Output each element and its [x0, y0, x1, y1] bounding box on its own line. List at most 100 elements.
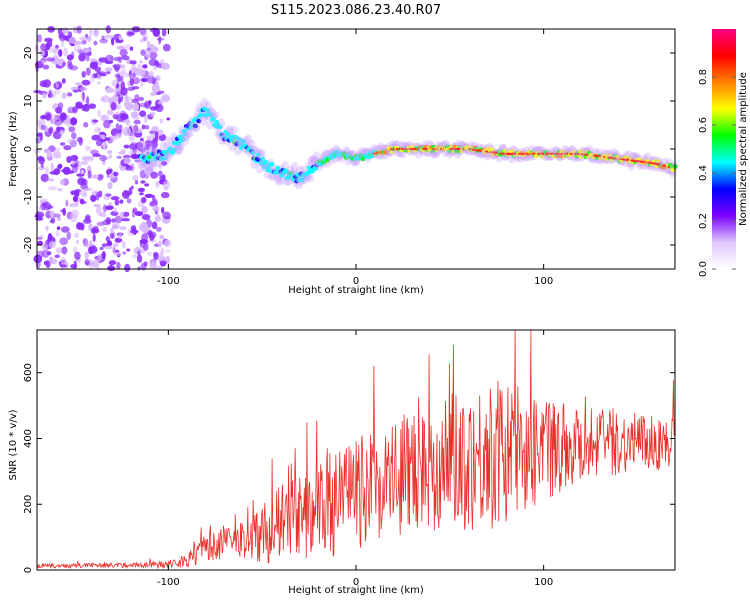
noise-blob: [87, 170, 92, 179]
noise-blob: [121, 240, 126, 249]
noise-blob: [74, 82, 82, 86]
noise-blob: [100, 211, 107, 218]
noise-blob: [111, 37, 115, 46]
noise-blob: [134, 159, 143, 163]
ridge-halo: [154, 159, 163, 167]
noise-blob: [95, 139, 103, 147]
noise-blob: [39, 199, 45, 204]
noise-blob: [91, 134, 100, 141]
noise-blob: [106, 168, 112, 175]
spectrogram-ytick-label: 10: [23, 95, 34, 108]
noise-blob: [118, 35, 123, 41]
noise-blob: [76, 222, 82, 229]
noise-blob: [67, 138, 74, 144]
noise-blob: [92, 259, 100, 268]
noise-blob: [110, 233, 115, 239]
noise-blob: [140, 196, 147, 204]
noise-blob: [124, 100, 131, 109]
noise-blob: [44, 37, 53, 43]
noise-blob: [54, 88, 61, 95]
noise-blob: [40, 163, 44, 169]
noise-blob: [45, 205, 54, 210]
ridge-halo: [183, 127, 192, 139]
noise-blob: [69, 36, 76, 44]
noise-blob: [122, 126, 132, 136]
noise-blob: [92, 119, 99, 123]
noise-blob: [114, 199, 120, 206]
noise-blob: [41, 60, 46, 64]
ridge-core: [180, 137, 186, 142]
noise-blob: [54, 254, 60, 259]
noise-blob: [35, 137, 42, 144]
ridge-halo: [281, 161, 290, 170]
spectrogram-xlabel: Height of straight line (km): [288, 285, 424, 296]
noise-blob: [66, 231, 72, 240]
noise-blob: [59, 264, 68, 268]
noise-blob: [159, 118, 164, 124]
noise-blob: [154, 130, 159, 140]
noise-blob: [122, 251, 127, 255]
noise-blob: [149, 130, 156, 134]
noise-blob: [113, 88, 118, 96]
noise-blob: [67, 31, 73, 38]
noise-blob: [147, 239, 157, 243]
noise-blob: [37, 240, 43, 246]
ridge-halo: [136, 146, 145, 155]
noise-blob: [115, 215, 123, 224]
noise-blob: [59, 33, 66, 42]
ridge-halo: [308, 156, 317, 164]
noise-blob: [70, 190, 77, 196]
noise-blob: [59, 112, 67, 121]
noise-blob: [150, 48, 159, 53]
noise-blob: [162, 180, 171, 189]
noise-blob: [134, 142, 144, 151]
noise-blob: [49, 171, 58, 175]
ridge-core: [250, 150, 256, 156]
noise-blob: [90, 194, 97, 202]
noise-blob: [86, 96, 90, 105]
noise-blob: [95, 205, 102, 215]
noise-blob: [133, 119, 141, 125]
ridge-halo: [145, 165, 154, 172]
snr-ytick-label: 400: [23, 429, 34, 448]
noise-blob: [59, 129, 65, 136]
spectrogram-ytick-label: -20: [23, 237, 34, 253]
ridge-halo: [306, 174, 315, 183]
noise-blob: [111, 95, 119, 102]
noise-blob: [131, 209, 136, 218]
noise-blob: [105, 217, 112, 225]
noise-blob: [67, 63, 74, 70]
noise-blob: [56, 217, 61, 221]
noise-blob: [151, 221, 158, 229]
noise-blob: [41, 243, 49, 251]
ridge-halo: [176, 142, 185, 151]
noise-blob: [67, 106, 77, 114]
noise-blob: [37, 118, 46, 127]
noise-blob: [59, 237, 69, 246]
ridge-core: [162, 155, 168, 161]
noise-blob: [100, 114, 109, 122]
noise-blob: [84, 259, 90, 266]
noise-blob: [92, 153, 101, 158]
ridge-halo: [304, 173, 312, 181]
ridge-core: [236, 137, 242, 142]
noise-blob: [57, 188, 63, 192]
snr-ytick-label: 200: [23, 495, 34, 514]
noise-blob: [148, 100, 152, 106]
noise-blob: [62, 92, 67, 99]
noise-blob: [70, 117, 78, 126]
ridge-halo: [143, 161, 151, 172]
noise-blob: [164, 216, 171, 220]
noise-blob: [151, 126, 159, 131]
noise-blob: [152, 194, 156, 203]
noise-blob: [150, 92, 157, 96]
noise-blob: [140, 77, 148, 83]
ridge-halo: [226, 127, 235, 134]
noise-blob: [85, 145, 91, 152]
noise-blob: [42, 93, 47, 99]
ridge-core: [241, 139, 247, 144]
noise-blob: [40, 173, 49, 183]
noise-blob: [152, 77, 157, 82]
noise-blob: [119, 199, 124, 204]
noise-blob: [139, 110, 147, 117]
